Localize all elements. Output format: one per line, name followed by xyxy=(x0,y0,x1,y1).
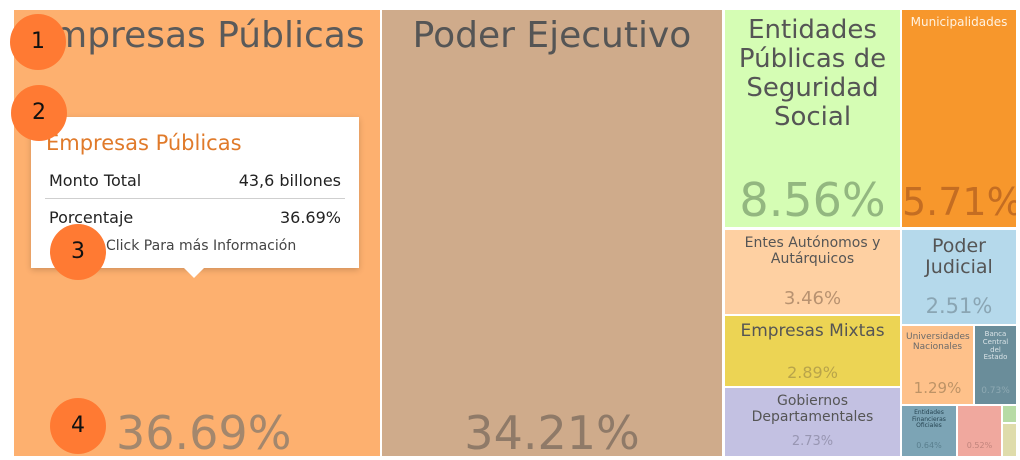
tile-percent: 2.73% xyxy=(791,434,834,449)
tile-label: Banca Central del Estado xyxy=(982,330,1009,362)
tile-percent: 8.56% xyxy=(739,173,886,227)
tile-percent: 1.29% xyxy=(913,379,962,397)
tile-percent: 3.46% xyxy=(783,288,842,309)
treemap-tile[interactable]: Gobiernos Departamentales 2.73% xyxy=(725,388,900,456)
tooltip-divider xyxy=(45,198,345,199)
tile-percent: 0.52% xyxy=(966,441,993,450)
tile-label: Empresas Mixtas xyxy=(740,321,885,341)
treemap-tile[interactable]: 0.52% xyxy=(958,406,1001,456)
marker-4: 4 xyxy=(50,398,106,454)
tile-label: Entes Autónomos y Autárquicos xyxy=(744,235,881,267)
tile-label: Universidades Nacionales xyxy=(906,332,970,353)
tooltip-percent-label: Porcentaje xyxy=(49,208,134,227)
treemap-tile[interactable] xyxy=(1003,406,1016,422)
marker-2: 2 xyxy=(11,85,67,141)
marker-1: 1 xyxy=(10,14,66,70)
tile-label: Entidades Públicas de Seguridad Social xyxy=(738,15,887,133)
treemap-tile[interactable]: Poder Ejecutivo 34.21% xyxy=(382,10,722,456)
tile-percent: 2.89% xyxy=(787,363,838,382)
tile-percent: 34.21% xyxy=(464,406,640,456)
tile-percent: 0.73% xyxy=(981,386,1010,396)
tile-label: Poder Judicial xyxy=(925,235,993,279)
treemap-tile[interactable]: Entes Autónomos y Autárquicos 3.46% xyxy=(725,230,900,314)
tile-label: Poder Ejecutivo xyxy=(412,15,692,56)
tile-percent: 36.69% xyxy=(116,406,292,456)
tile-label: Gobiernos Departamentales xyxy=(751,393,874,425)
tile-label: Entidades Financieras Oficiales xyxy=(912,409,946,430)
tooltip-total-label: Monto Total xyxy=(49,171,142,190)
treemap-tile[interactable]: Banca Central del Estado 0.73% xyxy=(975,326,1016,404)
tile-percent: 0.64% xyxy=(916,441,942,450)
tooltip-title: Empresas Públicas xyxy=(46,131,242,155)
tooltip: Empresas Públicas Monto Total 43,6 billo… xyxy=(31,117,359,278)
tooltip-percent-value: 36.69% xyxy=(279,208,341,227)
tile-label: Empresas Públicas xyxy=(29,15,365,56)
treemap-tile[interactable]: Universidades Nacionales 1.29% xyxy=(902,326,973,404)
treemap-tile[interactable]: Poder Judicial 2.51% xyxy=(902,230,1016,324)
treemap-tile[interactable]: Municipalidades 5.71% xyxy=(902,10,1016,227)
treemap-tile[interactable] xyxy=(1003,424,1016,456)
tile-percent: 5.71% xyxy=(902,180,1016,224)
tooltip-total-value: 43,6 billones xyxy=(238,171,341,190)
treemap-tile[interactable]: Entidades Financieras Oficiales 0.64% xyxy=(902,406,956,456)
marker-3: 3 xyxy=(50,224,106,280)
tooltip-hint[interactable]: Click Para más Información xyxy=(106,238,297,254)
tile-label: Municipalidades xyxy=(910,15,1008,29)
tile-percent: 2.51% xyxy=(925,294,993,318)
treemap-tile[interactable]: Empresas Mixtas 2.89% xyxy=(725,316,900,386)
treemap-tile[interactable]: Entidades Públicas de Seguridad Social 8.… xyxy=(725,10,900,227)
